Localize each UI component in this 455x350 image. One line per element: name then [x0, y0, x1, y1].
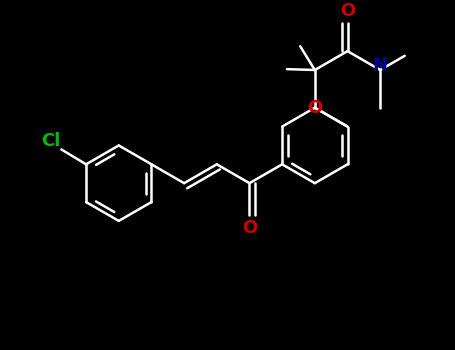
- Text: O: O: [242, 219, 257, 237]
- Text: Cl: Cl: [41, 132, 60, 150]
- Text: N: N: [373, 56, 388, 74]
- Text: O: O: [307, 99, 323, 117]
- Text: O: O: [340, 2, 355, 20]
